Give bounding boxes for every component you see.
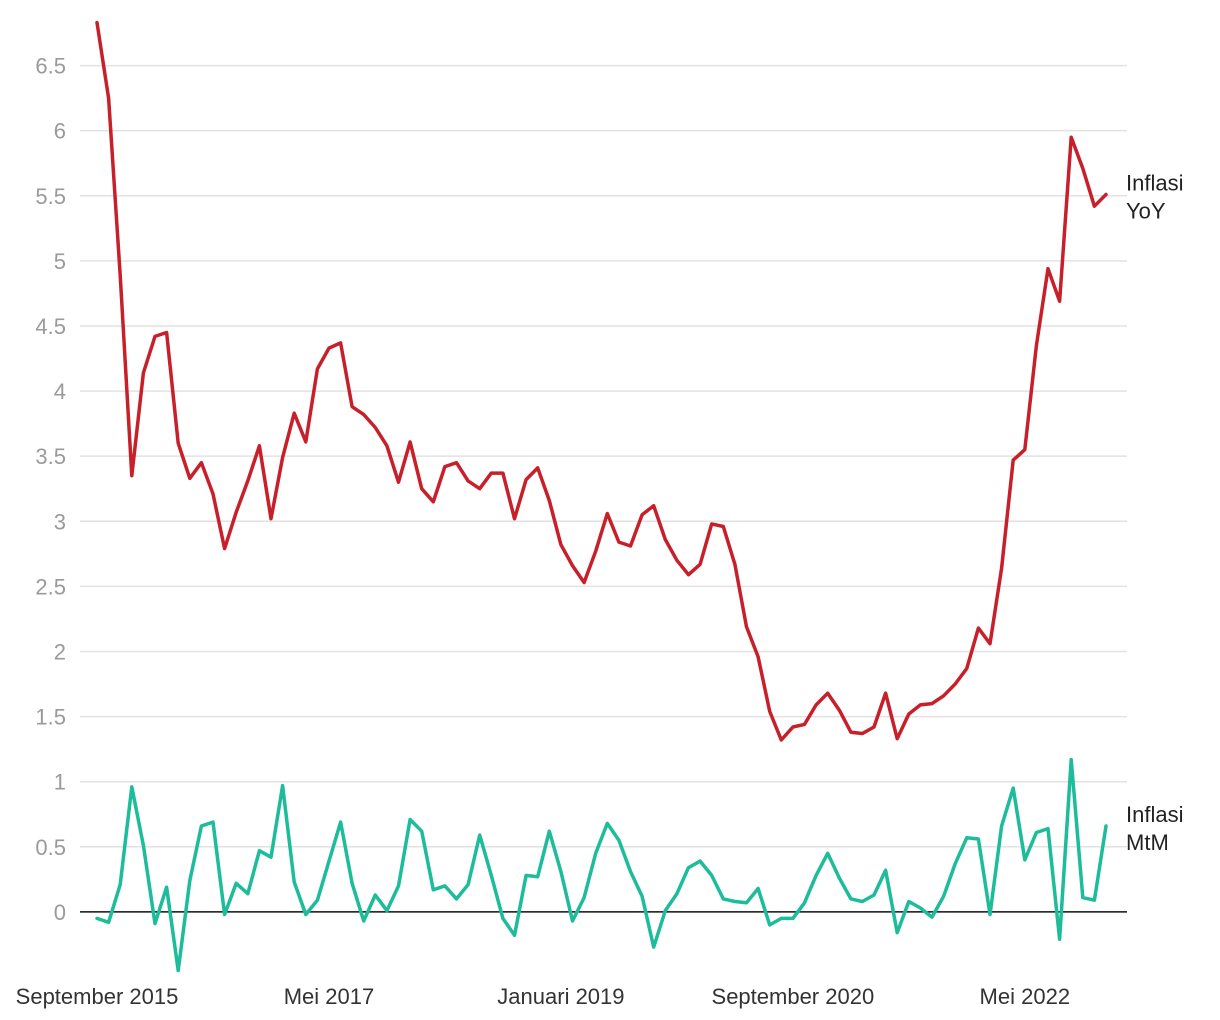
y-tick-label: 3.5	[35, 444, 66, 469]
x-tick-label: September 2020	[712, 984, 875, 1009]
y-tick-label: 3	[54, 509, 66, 534]
series-label-line: YoY	[1126, 198, 1166, 223]
y-tick-label: 4	[54, 379, 66, 404]
y-tick-label: 6	[54, 119, 66, 144]
y-tick-label: 2.5	[35, 574, 66, 599]
x-tick-label: Mei 2022	[980, 984, 1071, 1009]
x-axis-ticks: September 2015 Mei 2017 Januari 2019 Septem…	[16, 984, 1070, 1009]
series-label-line: Inflasi	[1126, 170, 1183, 195]
y-tick-label: 0.5	[35, 835, 66, 860]
series-label-inflasi-mtm: Inflasi MtM	[1126, 802, 1183, 855]
x-tick-label: Januari 2019	[497, 984, 624, 1009]
y-tick-label: 1	[54, 770, 66, 795]
y-axis-ticks: 0 0.5 1 1.5 2 2.5 3 3.5 4 4.5 5 5.5 6 6.5	[35, 54, 66, 925]
y-tick-label: 5.5	[35, 184, 66, 209]
series-label-line: Inflasi	[1126, 802, 1183, 827]
series-line-inflasi-yoy	[95, 20, 1108, 742]
series-layer	[95, 20, 1108, 973]
x-tick-label: September 2015	[16, 984, 179, 1009]
y-tick-label: 5	[54, 249, 66, 274]
y-tick-label: 1.5	[35, 705, 66, 730]
series-line-inflasi-mtm	[95, 757, 1108, 973]
series-label-inflasi-yoy: Inflasi YoY	[1126, 170, 1183, 223]
x-tick-label: Mei 2017	[284, 984, 375, 1009]
y-tick-label: 2	[54, 639, 66, 664]
series-label-line: MtM	[1126, 830, 1169, 855]
y-tick-label: 6.5	[35, 54, 66, 79]
y-tick-label: 4.5	[35, 314, 66, 339]
series-labels: Inflasi YoY Inflasi MtM	[1126, 170, 1183, 854]
y-tick-label: 0	[54, 900, 66, 925]
gridlines	[80, 64, 1127, 848]
